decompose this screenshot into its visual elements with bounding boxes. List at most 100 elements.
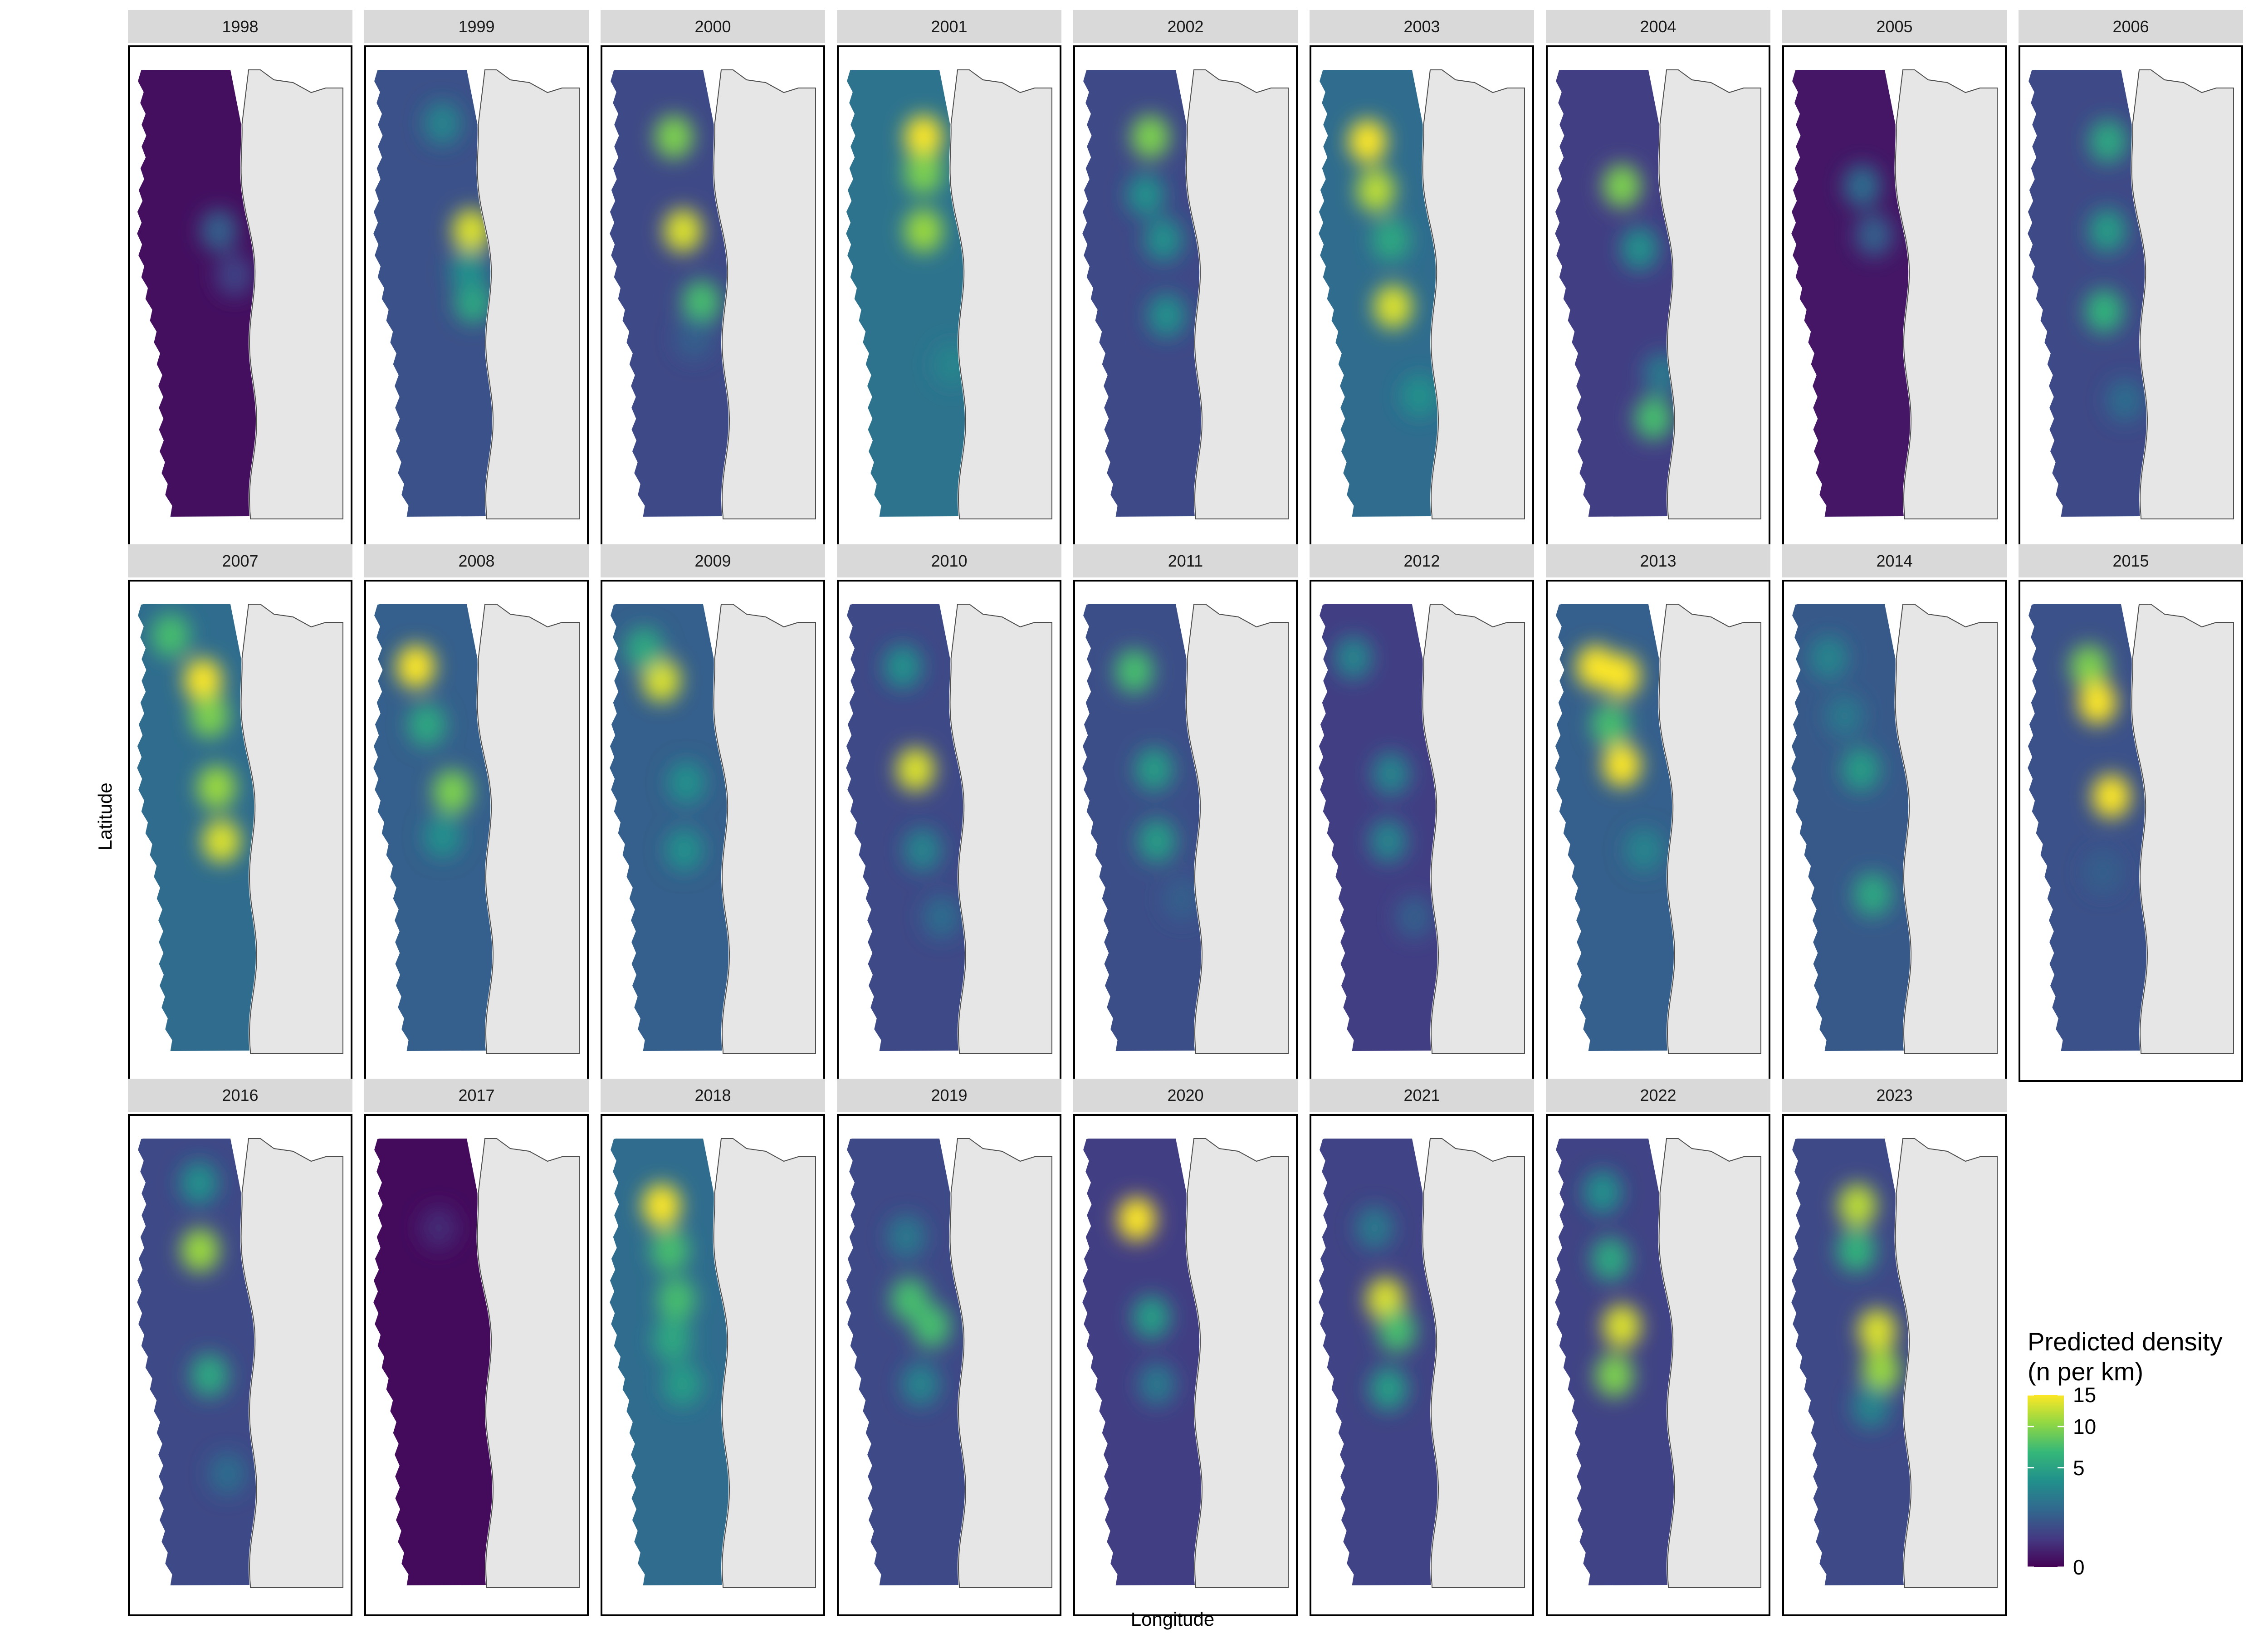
density-map — [1082, 604, 1289, 1054]
density-surface — [1319, 1139, 1437, 1585]
legend-colorbar — [2028, 1395, 2064, 1567]
density-hotspot — [1858, 1309, 1897, 1353]
density-hotspot — [1852, 1385, 1890, 1428]
density-hotspot — [1591, 703, 1629, 747]
facet-map-frame — [1546, 580, 1770, 1082]
facet-map-frame — [1310, 580, 1534, 1082]
facet-panel-2022: 2022 — [1546, 1079, 1770, 1616]
facet-panel-2012: 2012 — [1310, 544, 1534, 1082]
facet-panel-2021: 2021 — [1310, 1079, 1534, 1616]
density-hotspot — [922, 895, 961, 939]
density-hotspot — [655, 115, 693, 159]
density-hotspot — [420, 1206, 458, 1250]
land-polygon — [1186, 69, 1289, 519]
density-hotspot — [1862, 1349, 1900, 1393]
land-polygon — [1895, 1138, 1998, 1588]
land-polygon — [713, 69, 816, 519]
density-hotspot — [2092, 774, 2131, 818]
facet-strip-label: 2009 — [601, 544, 825, 577]
land-polygon — [1422, 69, 1525, 519]
density-hotspot — [1163, 877, 1201, 921]
density-hotspot — [1843, 164, 1882, 208]
facet-map-frame — [2019, 580, 2243, 1082]
density-hotspot — [1400, 374, 1437, 418]
facet-strip-label: 2003 — [1310, 10, 1534, 43]
legend-label: 10 — [2073, 1414, 2097, 1438]
facet-panel-2007: 2007 — [128, 544, 352, 1082]
facet-panel-1999: 1999 — [364, 10, 589, 548]
land-polygon — [1658, 604, 1761, 1054]
density-hotspot — [1378, 1309, 1416, 1353]
density-hotspot — [2084, 851, 2122, 894]
facet-map-frame — [364, 1114, 589, 1616]
facet-panel-2008: 2008 — [364, 544, 589, 1082]
density-hotspot — [180, 1161, 218, 1205]
density-hotspot — [1374, 285, 1413, 329]
density-hotspot — [1855, 213, 1893, 257]
density-hotspot — [433, 770, 471, 814]
density-hotspot — [450, 249, 488, 293]
land-polygon — [713, 1138, 816, 1588]
facet-strip-label: 2017 — [364, 1079, 589, 1112]
facet-strip-label: 1999 — [364, 10, 589, 43]
density-hotspot — [181, 1228, 219, 1272]
density-map — [137, 604, 343, 1054]
density-hotspot — [1634, 396, 1673, 440]
density-hotspot — [215, 254, 254, 298]
density-hotspot — [657, 1277, 696, 1321]
density-hotspot — [1135, 748, 1173, 792]
density-hotspot — [2106, 378, 2145, 422]
land-polygon — [1422, 604, 1525, 1054]
density-map — [1555, 604, 1761, 1054]
land-polygon — [240, 604, 343, 1054]
density-hotspot — [423, 102, 462, 146]
facet-map-frame — [601, 580, 825, 1082]
density-hotspot — [202, 819, 241, 863]
density-hotspot — [1355, 1206, 1394, 1250]
density-hotspot — [152, 614, 190, 657]
density-map — [610, 69, 816, 519]
land-polygon — [1186, 604, 1289, 1054]
land-polygon — [477, 69, 580, 519]
facet-panel-2019: 2019 — [837, 1079, 1061, 1616]
density-hotspot — [653, 1318, 691, 1362]
land-polygon — [1658, 69, 1761, 519]
density-hotspot — [1372, 752, 1410, 796]
facet-panel-1998: 1998 — [128, 10, 352, 548]
density-hotspot — [1837, 1228, 1876, 1272]
density-hotspot — [665, 828, 704, 872]
facet-strip-label: 2022 — [1546, 1079, 1770, 1112]
density-hotspot — [2089, 119, 2127, 163]
density-hotspot — [1395, 895, 1433, 939]
density-hotspot — [887, 1215, 926, 1259]
facet-strip-label: 2020 — [1073, 1079, 1298, 1112]
facet-panel-2016: 2016 — [128, 1079, 352, 1616]
density-map — [846, 604, 1052, 1054]
density-hotspot — [904, 115, 943, 159]
density-map — [373, 604, 580, 1054]
density-map — [2028, 69, 2234, 519]
facet-strip-label: 2012 — [1310, 544, 1534, 577]
density-hotspot — [664, 209, 702, 253]
density-hotspot — [2085, 289, 2123, 333]
y-axis-title: Latitude — [94, 782, 116, 851]
land-polygon — [949, 69, 1052, 519]
facet-map-frame — [1073, 45, 1298, 548]
density-hotspot — [912, 1304, 951, 1348]
facet-panel-2013: 2013 — [1546, 544, 1770, 1082]
density-hotspot — [896, 748, 935, 792]
density-hotspot — [903, 828, 942, 872]
density-map — [1319, 69, 1525, 519]
facet-map-frame — [837, 580, 1061, 1082]
facet-strip-label: 2004 — [1546, 10, 1770, 43]
facet-strip-label: 2007 — [128, 544, 352, 577]
facet-map-frame — [2019, 45, 2243, 548]
facet-map-frame — [128, 1114, 352, 1616]
density-surface — [373, 604, 492, 1051]
facet-strip-label: 2001 — [837, 10, 1061, 43]
density-map — [373, 1138, 580, 1588]
density-hotspot — [904, 209, 943, 253]
land-polygon — [2131, 604, 2234, 1054]
density-hotspot — [1591, 1237, 1629, 1281]
